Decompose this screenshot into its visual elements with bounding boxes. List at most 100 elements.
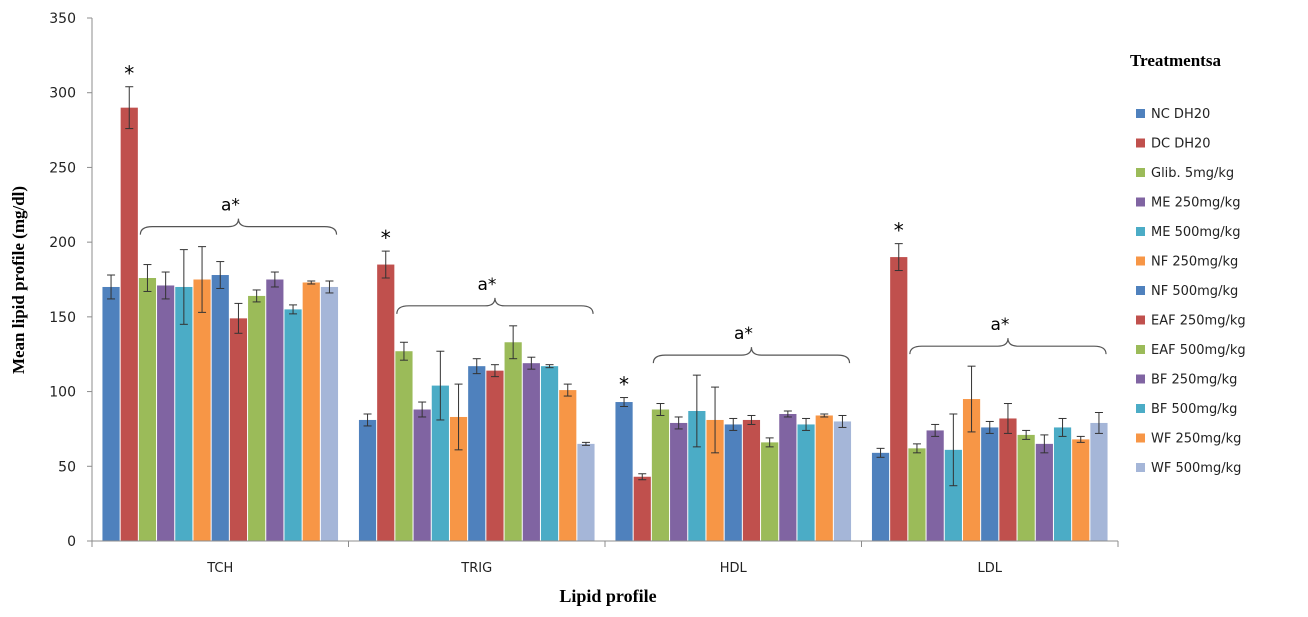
group-label: a*	[734, 324, 753, 344]
bar	[944, 449, 962, 541]
bar	[633, 476, 651, 541]
axes: 0 50 100 150 200 250 300 350 TCH TRIG HDL LDL	[49, 11, 1119, 576]
bar	[468, 366, 486, 541]
bar	[229, 318, 248, 541]
y-tick-label: 50	[58, 459, 76, 475]
legend-item-label: DC DH20	[1151, 137, 1211, 152]
y-axis-title: Mean lipid profile (mg/dl)	[9, 186, 28, 374]
legend-swatch	[1136, 374, 1145, 384]
legend-item-label: NF 250mg/kg	[1151, 255, 1238, 270]
bar	[1072, 439, 1090, 541]
bar	[559, 390, 577, 541]
y-tick-label: 350	[49, 11, 76, 27]
legend-item-label: ME 250mg/kg	[1151, 196, 1240, 211]
bar	[871, 452, 890, 541]
y-tick-label: 0	[67, 534, 76, 550]
legend-swatch	[1136, 197, 1145, 207]
bar	[1017, 434, 1035, 541]
bar	[981, 427, 999, 541]
bar	[706, 419, 724, 541]
legend-item-label: EAF 250mg/kg	[1151, 314, 1246, 329]
bar	[449, 416, 468, 541]
legend-swatch	[1136, 109, 1145, 118]
bar	[724, 424, 742, 541]
bar	[266, 279, 284, 541]
bar	[815, 415, 833, 541]
legend-swatch	[1136, 315, 1145, 325]
significance-star: *	[124, 62, 134, 86]
bar	[999, 418, 1017, 541]
significance-star: *	[619, 373, 629, 397]
bar	[413, 409, 431, 541]
bar	[248, 295, 266, 541]
y-tick-label: 100	[49, 385, 76, 401]
bar	[320, 286, 339, 541]
bar	[522, 363, 540, 541]
bar	[890, 257, 908, 541]
x-tick-label: LDL	[978, 561, 1003, 576]
bar	[102, 286, 120, 541]
x-tick-label: HDL	[720, 561, 748, 576]
bar	[577, 443, 595, 541]
legend-item-label: NC DH20	[1151, 107, 1210, 122]
group-brace	[909, 338, 1107, 355]
legend: Treatmentsa NC DH20 DC DH20 Glib. 5mg/kg ME…	[1130, 51, 1246, 476]
bar	[302, 282, 320, 541]
bar	[962, 399, 981, 541]
group-label: a*	[221, 196, 240, 216]
bar	[540, 366, 559, 541]
legend-item-label: BF 250mg/kg	[1151, 373, 1237, 388]
bar	[779, 413, 797, 541]
bar	[651, 409, 670, 541]
bar	[1090, 422, 1108, 541]
y-tick-label: 150	[49, 310, 76, 326]
bar	[670, 422, 688, 541]
bar	[358, 419, 377, 541]
legend-swatch	[1136, 227, 1145, 236]
group-label: a*	[477, 275, 496, 295]
bar	[761, 442, 779, 541]
significance-star: *	[894, 219, 904, 243]
bar	[908, 448, 926, 541]
group-label: a*	[990, 315, 1009, 335]
bar	[157, 285, 175, 541]
bar	[688, 410, 706, 541]
bar	[395, 351, 413, 541]
bar	[833, 421, 852, 541]
legend-swatch	[1136, 286, 1145, 295]
legend-item-label: Glib. 5mg/kg	[1151, 166, 1234, 181]
y-tick-label: 250	[49, 160, 76, 176]
bar	[1035, 443, 1053, 541]
bar	[211, 275, 229, 541]
x-axis-title: Lipid profile	[559, 586, 656, 606]
legend-item-label: NF 500mg/kg	[1151, 284, 1238, 299]
legend-item-label: ME 500mg/kg	[1151, 225, 1240, 240]
group-brace	[396, 297, 594, 314]
legend-swatch	[1136, 256, 1145, 266]
y-tick-label: 300	[49, 86, 76, 102]
bar	[120, 107, 138, 542]
legend-swatch	[1136, 138, 1145, 148]
plot-area: * * * * a* a* a* a*	[102, 62, 1108, 542]
bar	[377, 264, 395, 541]
y-tick-label: 200	[49, 235, 76, 251]
bar	[486, 370, 504, 541]
bar	[284, 309, 302, 541]
legend-swatch	[1136, 345, 1145, 354]
legend-swatch	[1136, 463, 1145, 472]
legend-item-label: WF 250mg/kg	[1151, 432, 1241, 447]
x-tick-label: TCH	[206, 561, 233, 576]
bar	[138, 278, 157, 541]
legend-item-label: BF 500mg/kg	[1151, 402, 1237, 417]
legend-item-label: EAF 500mg/kg	[1151, 343, 1246, 358]
bar	[926, 430, 944, 541]
legend-swatch	[1136, 433, 1145, 443]
significance-star: *	[381, 226, 391, 250]
group-brace	[652, 347, 851, 364]
group-brace	[139, 218, 338, 235]
bar	[1053, 427, 1072, 541]
x-tick-label: TRIG	[460, 561, 492, 576]
bar	[193, 279, 211, 541]
